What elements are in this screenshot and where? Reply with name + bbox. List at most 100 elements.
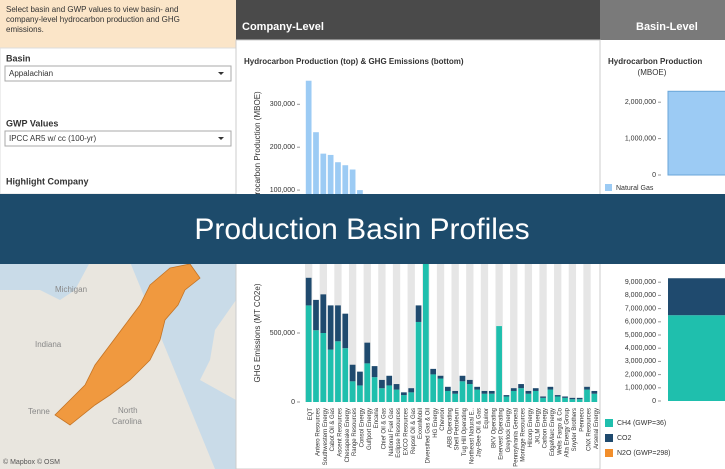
x-tick-label: JKLM Energy (535, 408, 541, 444)
banner-title: Production Basin Profiles (194, 213, 529, 246)
bar-segment (481, 393, 488, 402)
bar-segment (554, 396, 561, 402)
dropdown-arrow (218, 137, 224, 140)
bar-segment (342, 348, 349, 402)
bar-segment (437, 375, 444, 379)
x-tick-label: Snyder Brothers (572, 408, 578, 451)
bar-segment (327, 349, 334, 402)
y-tick-label: 200,000 (270, 144, 295, 151)
bar-segment (386, 375, 393, 386)
bar-segment (466, 379, 473, 385)
x-tick-label: ABB Operating (447, 408, 453, 448)
basin-header-text: Basin-Level (636, 21, 698, 33)
x-tick-label: Chevron (440, 408, 446, 431)
bar-segment (430, 374, 437, 402)
bar-segment (481, 390, 488, 394)
bar-segment (518, 384, 524, 389)
basin-dropdown[interactable] (4, 65, 232, 82)
company-chart-title: Hydrocarbon Production (top) & GHG Emiss… (244, 57, 464, 66)
bar-segment (320, 333, 327, 402)
bar-segment (591, 390, 598, 394)
bar-segment (576, 399, 583, 402)
bar-segment (444, 390, 451, 402)
bar-segment (313, 330, 319, 402)
column-band (524, 264, 533, 402)
bar-segment (305, 277, 312, 306)
bar-segment (437, 378, 444, 402)
bar-segment (540, 396, 546, 398)
y-axis-label: GHG Emissions (MT CO2e) (253, 283, 262, 382)
y-tick-label: 300,000 (270, 101, 295, 108)
company-header (236, 0, 600, 40)
y-tick-label: 2,000,000 (625, 99, 656, 106)
bar-segment (342, 313, 349, 349)
bar-segment (569, 399, 576, 402)
x-tick-label: EXCO Resources (403, 408, 409, 455)
legend-swatch (605, 419, 613, 427)
column-band (583, 264, 591, 402)
bar-segment (459, 375, 466, 382)
legend-swatch (605, 184, 612, 191)
x-tick-label: Shell Petroleum (455, 408, 461, 450)
y-tick-label: 7,000,000 (625, 305, 656, 312)
bar-segment (401, 395, 407, 402)
map-credit: © Mapbox © OSM (3, 458, 60, 466)
bar-segment (503, 396, 510, 402)
dropdown-arrow (218, 72, 224, 75)
column-band (466, 264, 474, 402)
legend-swatch (605, 434, 613, 442)
company-header-text: Company-Level (242, 21, 324, 33)
bar-segment (532, 388, 539, 391)
column-band (392, 264, 401, 402)
bar-segment (562, 397, 568, 402)
y-tick-label: 100,000 (270, 187, 295, 194)
x-tick-label: Gulfport Energy (367, 408, 373, 450)
bar-segment (532, 390, 539, 402)
y-tick-label: 1,000,000 (625, 385, 656, 392)
bar-segment (547, 386, 554, 390)
bar-segment (335, 341, 341, 402)
map-label: Michigan (55, 285, 87, 294)
x-tick-label: Chief Oil & Gas (381, 408, 387, 449)
bar-segment (525, 393, 532, 402)
map-label: Indiana (35, 340, 62, 349)
bar-segment (503, 395, 510, 397)
column-band (348, 264, 357, 402)
bar-segment (488, 390, 495, 394)
bar-segment (415, 321, 422, 402)
bar-segment (313, 299, 319, 331)
bar (327, 154, 334, 233)
bar-segment (335, 305, 341, 342)
basin-value: Appalachian (9, 69, 53, 78)
column-band (568, 264, 577, 402)
column-band (451, 264, 459, 402)
gwp-value: IPCC AR5 w/ cc (100-yr) (9, 134, 96, 143)
bar-segment (379, 388, 385, 402)
bar-segment (357, 385, 363, 402)
y-tick-label: 0 (652, 172, 656, 179)
gwp-dropdown[interactable] (4, 130, 232, 147)
bar-segment (371, 366, 378, 378)
bar-segment (554, 395, 561, 397)
bar-segment (393, 384, 400, 390)
bar-segment (562, 396, 568, 398)
bar-segment (349, 364, 356, 382)
column-band (539, 264, 547, 402)
x-tick-label: Hilcorp Energy (528, 408, 534, 447)
bar-segment (510, 388, 517, 391)
x-tick-label: Ascent Resources (338, 408, 344, 457)
y-tick-label: 5,000,000 (625, 332, 656, 339)
bar-segment (466, 384, 473, 402)
map-label: Carolina (112, 417, 142, 426)
x-tick-label: EQT (308, 408, 314, 421)
bar-segment (584, 386, 590, 390)
y-tick-label: 9,000,000 (625, 279, 656, 286)
bar-segment (444, 386, 451, 391)
bar-segment (393, 389, 400, 402)
bar-segment (474, 389, 480, 402)
basin-label: Basin (6, 53, 31, 63)
y-tick-label: 0 (291, 399, 295, 406)
bar (313, 132, 319, 233)
y-tick-label: 0 (652, 398, 656, 405)
bar (305, 80, 312, 233)
